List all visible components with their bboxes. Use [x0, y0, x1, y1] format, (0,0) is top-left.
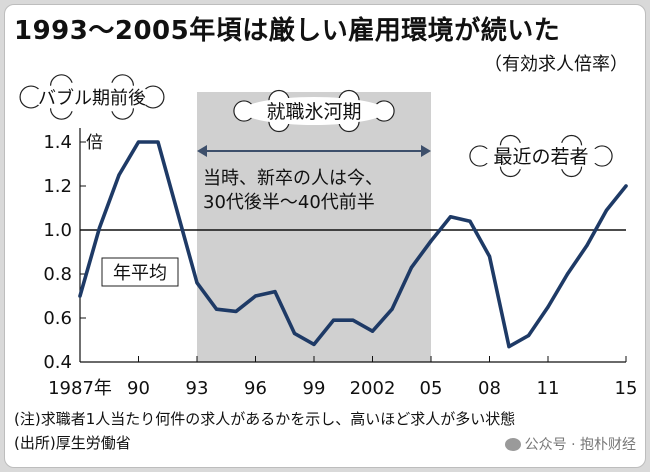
x-tick-label: 2002: [350, 378, 396, 399]
source-note: (出所)厚生労働省: [14, 434, 131, 452]
data-point: [507, 345, 511, 349]
period-note-line2: 30代後半～40代前半: [203, 192, 375, 213]
chart-subtitle: （有効求人倍率）: [484, 54, 628, 75]
data-point: [546, 305, 550, 309]
data-point: [429, 239, 433, 243]
data-point: [565, 272, 570, 276]
x-tick-label: 99: [303, 378, 326, 399]
data-point: [448, 215, 453, 219]
cloud-fill: [242, 97, 386, 125]
data-point: [526, 334, 531, 338]
data-point: [370, 329, 375, 333]
average-label: 年平均: [113, 263, 167, 284]
x-tick-label: 1987年: [48, 378, 112, 399]
period-note-line1: 当時、新卒の人は今、: [203, 168, 383, 189]
bubble-right-cloud: [469, 134, 613, 178]
data-point: [487, 254, 492, 258]
data-point: [273, 290, 277, 294]
data-point: [117, 173, 121, 177]
footnote: (注)求職者1人当たり何件の求人があるかを示し、高いほど求人が多い状態: [14, 410, 516, 428]
data-point: [468, 219, 472, 223]
cloud-fill: [478, 142, 604, 170]
y-tick-label: 0.8: [43, 264, 72, 285]
data-point: [331, 318, 336, 322]
watermark-text: 公众号 · 抱朴财经: [524, 437, 636, 453]
period-label-cloud: [233, 89, 395, 133]
y-tick-label: 0.4: [43, 352, 72, 373]
bubble-right-label: 最近の若者: [493, 146, 588, 168]
y-tick-label: 1.2: [43, 176, 72, 197]
y-tick-label: 1.4: [43, 132, 72, 153]
data-point: [97, 226, 102, 230]
x-tick-label: 05: [420, 378, 443, 399]
period-label: 就職氷河期: [266, 101, 361, 123]
data-point: [78, 294, 82, 298]
data-point: [195, 281, 199, 285]
data-point: [585, 243, 589, 247]
data-point: [351, 318, 355, 322]
x-tick-label: 96: [244, 378, 267, 399]
y-tick-label: 1.0: [43, 220, 72, 241]
y-axis-unit: 倍: [86, 133, 103, 153]
data-point: [175, 210, 180, 214]
data-point: [156, 140, 160, 144]
data-point: [234, 309, 238, 313]
period-arrow-right: [421, 145, 431, 157]
data-point: [136, 140, 141, 144]
data-point: [292, 331, 297, 335]
x-tick-label: 15: [615, 378, 638, 399]
data-point: [214, 307, 219, 311]
average-label-box: [101, 257, 179, 287]
bubble-left-label: バブル期前後: [38, 87, 146, 109]
data-point: [253, 294, 258, 298]
x-tick-label: 11: [537, 378, 560, 399]
data-point: [604, 208, 609, 212]
bubble-left-cloud: [19, 74, 165, 120]
x-tick-label: 93: [186, 378, 209, 399]
watermark: 公众号 · 抱朴财经: [504, 434, 636, 454]
wechat-icon: [504, 438, 521, 451]
y-tick-label: 0.6: [43, 308, 72, 329]
data-point: [390, 307, 394, 311]
cloud-fill: [29, 82, 155, 112]
shaded-period: [197, 92, 431, 362]
period-arrow-left: [197, 145, 207, 157]
x-tick-label: 08: [478, 378, 501, 399]
x-tick-label: 90: [127, 378, 150, 399]
data-point: [312, 342, 316, 346]
data-point: [409, 265, 414, 269]
data-point: [624, 184, 628, 188]
chart-title: 1993～2005年頃は厳しい雇用環境が続いた: [14, 16, 561, 46]
